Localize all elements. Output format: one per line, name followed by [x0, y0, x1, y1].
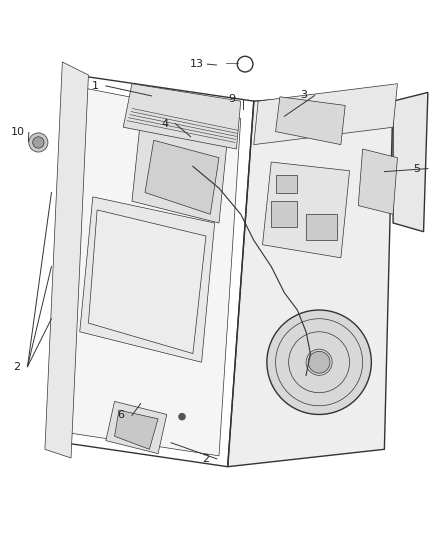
- Text: 6: 6: [117, 410, 124, 421]
- Text: 5: 5: [413, 164, 420, 174]
- Text: 9: 9: [229, 94, 236, 104]
- Circle shape: [267, 310, 371, 415]
- Text: 2: 2: [13, 361, 20, 372]
- Polygon shape: [62, 88, 241, 456]
- Text: 3: 3: [300, 91, 307, 100]
- Circle shape: [308, 351, 330, 373]
- Polygon shape: [115, 410, 158, 449]
- Polygon shape: [88, 210, 206, 353]
- Text: 4: 4: [161, 119, 168, 129]
- Circle shape: [29, 133, 48, 152]
- Text: 13: 13: [189, 59, 203, 69]
- Circle shape: [33, 137, 44, 148]
- Polygon shape: [276, 97, 345, 144]
- Text: 2: 2: [202, 454, 209, 464]
- Text: 1: 1: [92, 81, 99, 91]
- Polygon shape: [132, 118, 228, 223]
- Polygon shape: [262, 162, 350, 258]
- FancyBboxPatch shape: [306, 214, 336, 240]
- Polygon shape: [358, 149, 397, 214]
- Polygon shape: [254, 84, 397, 144]
- Polygon shape: [145, 140, 219, 214]
- FancyBboxPatch shape: [271, 201, 297, 228]
- Text: 10: 10: [11, 127, 25, 138]
- Polygon shape: [106, 401, 167, 454]
- Polygon shape: [393, 92, 428, 232]
- Polygon shape: [80, 197, 215, 362]
- Polygon shape: [123, 84, 241, 149]
- Polygon shape: [45, 62, 88, 458]
- Circle shape: [179, 413, 185, 420]
- FancyBboxPatch shape: [276, 175, 297, 192]
- Polygon shape: [228, 92, 393, 467]
